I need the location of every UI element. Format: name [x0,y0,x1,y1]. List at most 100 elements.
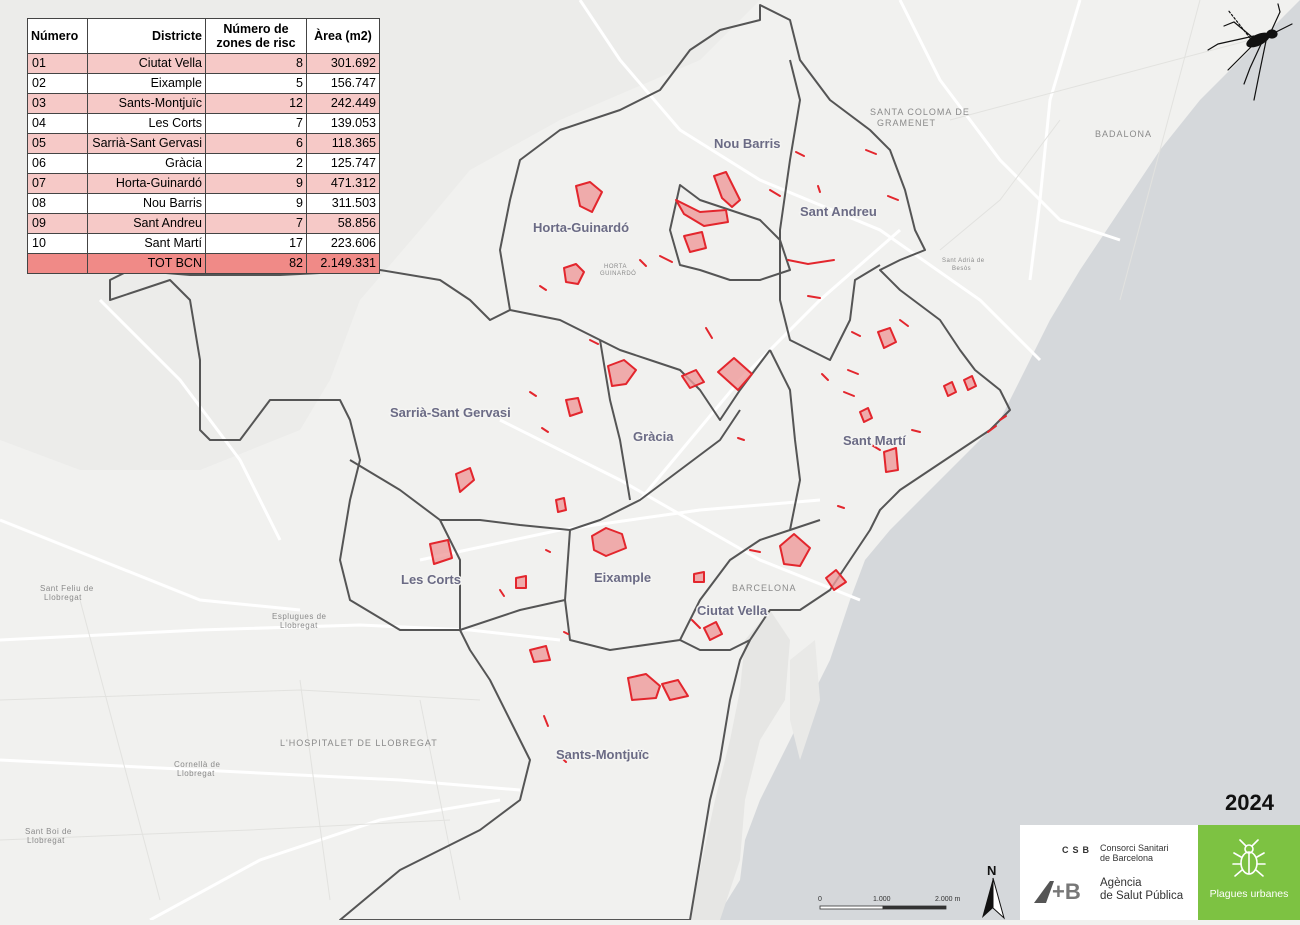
district-label-les-corts: Les Corts [401,572,461,587]
risk-zone [627,673,661,701]
institution-logos: CSB Consorci Sanitari de Barcelona +B Agè… [1020,825,1198,920]
cell-zones: 7 [205,213,307,234]
cell-number: 07 [27,173,88,194]
place-label-guinardo: GUINARDÓ [600,270,636,277]
risk-zone [717,357,753,391]
asp-mark-icon: +B [1034,879,1081,904]
sea [715,0,1300,920]
cell-number: 04 [27,113,88,134]
csb-logo-name: Consorci Sanitari de Barcelona [1100,843,1195,863]
scale-bar: 0 1.000 2.000 m [815,890,965,916]
place-label-sant-feliu: Llobregat [44,593,82,602]
cell-number: 09 [27,213,88,234]
cell-number: 10 [27,233,88,254]
border-sants [459,599,566,631]
cell-number: 02 [27,73,88,94]
road-network [0,0,1121,920]
cell-number: 08 [27,193,88,214]
cell-area: 2.149.331 [306,253,380,274]
risk-lines [499,149,1007,763]
scale-label-2000: 2.000 m [935,896,961,903]
place-label-santa-coloma: SANTA COLOMA DE [870,107,970,117]
place-label-esplugues: Llobregat [280,621,318,630]
header-risk-zones-line2: zones de risc [216,36,296,50]
cell-district: Les Corts [87,113,206,134]
cell-zones: 9 [205,193,307,214]
cell-zones: 82 [205,253,307,274]
cell-number: 03 [27,93,88,114]
place-label-santa-coloma: GRAMENET [877,118,936,128]
north-label: N [987,863,996,878]
csb-name-line1: Consorci Sanitari [1100,843,1169,853]
risk-zones [429,171,977,701]
cell-area: 58.856 [306,213,380,234]
csb-name-line2: de Barcelona [1100,853,1154,863]
district-label-sants-montjuic: Sants-Montjuïc [556,747,649,762]
border-les-corts [439,519,461,630]
risk-zone [575,181,603,213]
risk-zone [565,397,583,417]
risk-zone [877,327,897,349]
cell-area: 125.747 [306,153,380,174]
risk-zone [555,497,567,513]
place-label-sant-feliu: Sant Feliu de [40,584,94,593]
risk-zone [943,381,957,397]
port-docks [690,610,790,920]
risk-zone [455,467,475,493]
place-label-horta: HORTA [604,264,627,270]
table-row: 02 Eixample 5 156.747 [27,73,380,94]
north-arrow-icon: N [982,863,1005,920]
cell-area: 118.365 [306,133,380,154]
mosquito-icon [1207,3,1293,101]
cell-number: 06 [27,153,88,174]
cell-district: Ciutat Vella [87,53,206,74]
cell-area: 223.606 [306,233,380,254]
cell-district: Sant Martí [87,233,206,254]
cell-area: 301.692 [306,53,380,74]
place-label-sant-boi: Llobregat [27,836,65,845]
asp-logo-name: Agència de Salut Pública [1100,877,1195,903]
place-label-sant-adria: Sant Adrià de [942,258,985,264]
header-risk-zones: Número de zones de risc [205,18,307,54]
table-row: 10 Sant Martí 17 223.606 [27,233,380,254]
risk-zone [703,621,723,641]
cell-district: Sarrià-Sant Gervasi [87,133,206,154]
city-boundary [109,4,1011,920]
place-label-sant-boi: Sant Boi de [25,827,72,836]
table-row: 06 Gràcia 2 125.747 [27,153,380,174]
district-statistics-table: Número Districte Número de zones de risc … [27,18,380,274]
cell-area: 139.053 [306,113,380,134]
table-row: 07 Horta-Guinardó 9 471.312 [27,173,380,194]
place-label-barcelona: BARCELONA [732,583,797,593]
asp-name-line2: de Salut Pública [1100,890,1184,902]
cell-district: Horta-Guinardó [87,173,206,194]
risk-zone [683,231,707,253]
risk-zone [713,171,741,208]
place-label-esplugues: Esplugues de [272,612,327,621]
district-label-horta-guinardo: Horta-Guinardó [533,220,629,235]
cell-area: 242.449 [306,93,380,114]
place-label-cornella: Llobregat [177,769,215,778]
risk-zone [883,447,899,473]
plagues-urbanes-text: Plagues urbanes [1209,888,1289,900]
scale-label-0: 0 [818,896,822,903]
risk-zone [591,527,627,557]
risk-zone [779,533,811,567]
cell-zones: 2 [205,153,307,174]
cell-zones: 6 [205,133,307,154]
port-docks [790,640,820,760]
header-area: Àrea (m2) [306,18,380,54]
cell-district: Gràcia [87,153,206,174]
district-label-eixample: Eixample [594,570,651,585]
cell-district: Nou Barris [87,193,206,214]
place-label-badalona: BADALONA [1095,129,1152,139]
csb-logo-abbr: CSB [1062,845,1094,855]
risk-zone [963,375,977,391]
table-row: 01 Ciutat Vella 8 301.692 [27,53,380,74]
border-nou-barris [669,184,791,281]
asp-logo-mark: +B [1032,877,1092,911]
district-label-sant-andreu: Sant Andreu [800,204,877,219]
table-row: 04 Les Corts 7 139.053 [27,113,380,134]
district-label-sarria-sant-gervasi: Sarrià-Sant Gervasi [390,405,511,420]
